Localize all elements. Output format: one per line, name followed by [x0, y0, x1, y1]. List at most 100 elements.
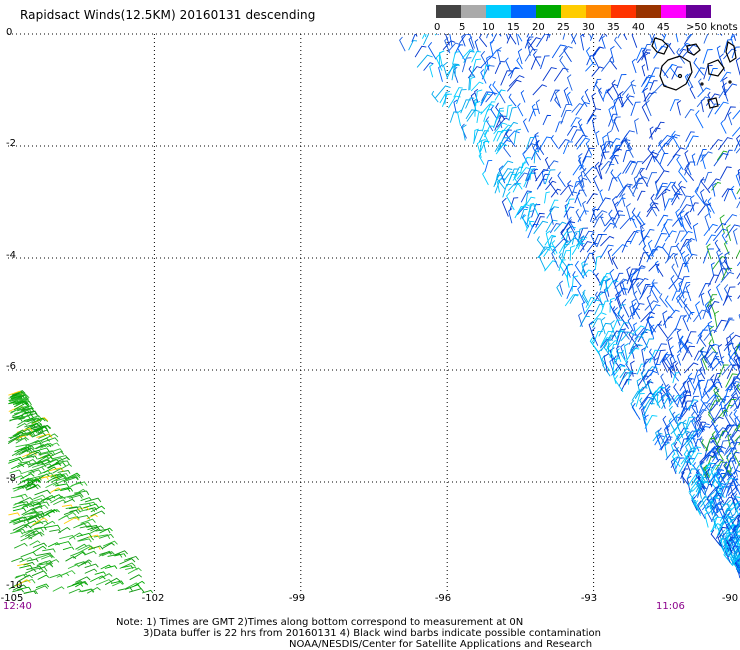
wind-barb	[714, 424, 721, 441]
wind-barb	[414, 45, 427, 58]
wind-barb	[661, 34, 665, 38]
wind-barb	[686, 475, 692, 492]
wind-barb	[439, 93, 449, 104]
wind-barb	[686, 243, 693, 256]
wind-barb	[728, 411, 738, 428]
wind-barb	[33, 494, 46, 500]
wind-barb	[447, 63, 459, 78]
wind-barb	[509, 67, 518, 79]
wind-barb	[735, 504, 740, 511]
wind-barb	[86, 586, 101, 594]
wind-barb	[668, 418, 675, 431]
wind-barb	[715, 485, 725, 504]
wind-barb	[494, 110, 504, 123]
wind-barb	[583, 166, 597, 177]
wind-barb	[726, 364, 739, 379]
wind-barb	[73, 551, 86, 559]
wind-barb	[95, 528, 111, 534]
wind-barb	[594, 303, 604, 315]
wind-barb	[574, 189, 585, 204]
wind-barb	[71, 481, 88, 486]
wind-barb	[37, 574, 50, 580]
wind-barb	[9, 469, 22, 474]
wind-barb	[582, 289, 589, 303]
wind-barb	[58, 515, 69, 521]
wind-barb	[660, 373, 667, 388]
wind-barb	[628, 329, 639, 348]
wind-barb	[127, 567, 142, 574]
wind-barb	[716, 466, 725, 480]
wind-barb	[561, 250, 571, 263]
wind-barb	[496, 47, 502, 65]
wind-barb	[606, 88, 614, 101]
legend-label: 10	[482, 22, 495, 33]
wind-barb	[709, 491, 716, 509]
wind-barb	[639, 168, 649, 187]
wind-barb	[621, 278, 627, 296]
wind-barb	[735, 34, 738, 36]
wind-barb	[600, 235, 615, 247]
wind-barb	[643, 316, 655, 332]
wind-barb	[639, 328, 651, 338]
wind-barb	[609, 297, 615, 313]
wind-barb	[12, 431, 24, 438]
wind-barb	[609, 148, 622, 160]
wind-barb	[63, 516, 80, 524]
wind-barb	[558, 259, 566, 272]
wind-barb	[98, 573, 113, 580]
wind-barb	[74, 561, 87, 566]
wind-barb	[650, 324, 655, 339]
wind-barb	[703, 34, 709, 44]
wind-barb	[673, 185, 686, 196]
wind-barb	[12, 429, 26, 437]
wind-barb	[517, 34, 523, 42]
wind-barb	[61, 512, 77, 519]
wind-barb	[480, 93, 491, 104]
wind-barb	[670, 274, 678, 291]
wind-barb	[633, 290, 640, 306]
wind-barb	[719, 500, 725, 515]
wind-barb	[730, 492, 737, 506]
wind-barb	[615, 291, 622, 310]
wind-barb	[553, 221, 567, 232]
wind-barb	[49, 573, 63, 579]
wind-barb	[682, 282, 691, 293]
wind-barb	[678, 461, 690, 474]
wind-barb	[529, 168, 536, 181]
wind-barb	[605, 277, 612, 292]
wind-barb	[735, 147, 740, 154]
wind-barb	[551, 44, 566, 59]
wind-barb	[486, 101, 496, 112]
wind-barb	[687, 473, 701, 486]
wind-barb	[586, 242, 599, 253]
wind-barb	[9, 401, 24, 406]
wind-barb	[20, 530, 35, 538]
wind-barb	[636, 363, 646, 375]
wind-barb	[677, 48, 687, 59]
wind-barb	[67, 564, 80, 570]
wind-barb	[598, 87, 605, 102]
wind-barb	[709, 297, 716, 317]
note-line-1: Note: 1) Times are GMT 2)Times along bot…	[116, 617, 524, 628]
wind-barb	[22, 501, 36, 507]
wind-barb	[706, 394, 718, 404]
wind-barb	[611, 116, 621, 131]
wind-barb	[720, 166, 732, 180]
wind-barb	[698, 485, 703, 499]
wind-barb	[716, 283, 723, 301]
wind-barb	[600, 143, 606, 160]
wind-barb	[626, 142, 634, 158]
wind-barb	[605, 279, 619, 293]
wind-barb	[117, 587, 134, 592]
wind-barb	[675, 208, 683, 227]
wind-barb	[660, 219, 673, 233]
wind-barb	[716, 388, 725, 404]
wind-barb	[662, 310, 668, 329]
wind-barb	[579, 156, 592, 171]
wind-barb	[598, 276, 608, 286]
wind-barb	[641, 346, 647, 365]
wind-barb	[717, 534, 725, 551]
wind-barb	[36, 433, 53, 438]
y-tick-label: -4	[6, 250, 16, 261]
wind-barb	[737, 513, 740, 523]
